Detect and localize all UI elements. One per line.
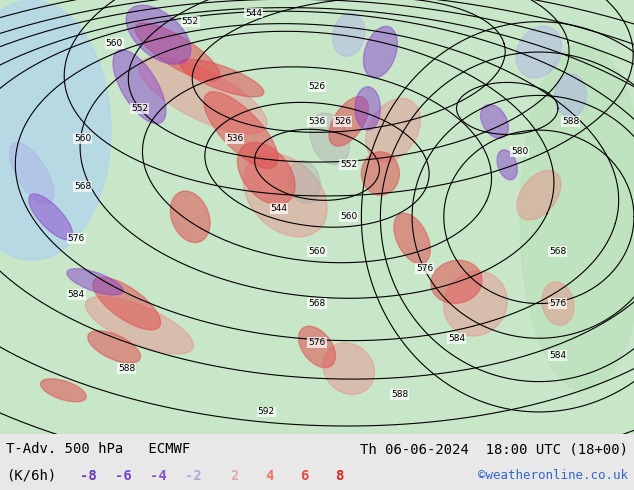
Text: 584: 584: [67, 291, 85, 299]
Text: 6: 6: [300, 469, 309, 483]
Text: 560: 560: [105, 39, 123, 48]
Ellipse shape: [361, 152, 399, 195]
Text: 560: 560: [308, 247, 326, 256]
Text: 584: 584: [549, 351, 567, 360]
Text: 536: 536: [308, 117, 326, 126]
Text: 8: 8: [335, 469, 344, 483]
Ellipse shape: [329, 97, 368, 146]
Ellipse shape: [497, 150, 517, 180]
Ellipse shape: [204, 92, 278, 169]
Text: (K/6h): (K/6h): [6, 469, 56, 483]
Text: 592: 592: [257, 408, 275, 416]
Ellipse shape: [355, 87, 380, 130]
Text: 576: 576: [416, 265, 434, 273]
Text: 576: 576: [549, 299, 567, 308]
Ellipse shape: [517, 171, 561, 220]
Ellipse shape: [481, 104, 508, 138]
Text: 2: 2: [230, 469, 239, 483]
Text: 568: 568: [74, 182, 91, 191]
Text: 576: 576: [67, 234, 85, 243]
Ellipse shape: [243, 153, 327, 237]
Ellipse shape: [126, 5, 191, 64]
Text: 526: 526: [333, 117, 351, 126]
Ellipse shape: [333, 13, 365, 56]
Text: Th 06-06-2024  18:00 UTC (18+00): Th 06-06-2024 18:00 UTC (18+00): [359, 442, 628, 456]
Ellipse shape: [516, 26, 562, 78]
Ellipse shape: [366, 98, 420, 162]
Ellipse shape: [29, 194, 73, 240]
Text: 552: 552: [131, 104, 148, 113]
Text: 584: 584: [448, 334, 465, 343]
Ellipse shape: [171, 191, 210, 243]
Text: 560: 560: [340, 212, 358, 221]
Text: -4: -4: [150, 469, 167, 483]
Ellipse shape: [542, 282, 574, 325]
Text: 576: 576: [308, 338, 326, 347]
Ellipse shape: [113, 50, 166, 123]
Text: 560: 560: [74, 134, 91, 143]
Text: -6: -6: [115, 469, 132, 483]
Ellipse shape: [67, 269, 123, 295]
Ellipse shape: [237, 142, 295, 205]
Text: 536: 536: [226, 134, 243, 143]
Text: -8: -8: [81, 469, 97, 483]
Text: 588: 588: [562, 117, 579, 126]
Ellipse shape: [555, 74, 586, 117]
Text: ©weatheronline.co.uk: ©weatheronline.co.uk: [477, 469, 628, 483]
Ellipse shape: [87, 331, 141, 363]
Text: 588: 588: [391, 390, 408, 399]
Ellipse shape: [135, 23, 220, 81]
Ellipse shape: [41, 379, 86, 402]
Ellipse shape: [394, 213, 430, 264]
Text: 568: 568: [308, 299, 326, 308]
Text: 544: 544: [271, 204, 287, 213]
Text: 552: 552: [181, 17, 199, 26]
Ellipse shape: [444, 271, 507, 336]
Ellipse shape: [431, 260, 482, 303]
Ellipse shape: [520, 44, 634, 391]
Ellipse shape: [310, 113, 349, 165]
Ellipse shape: [10, 143, 54, 204]
Ellipse shape: [288, 161, 320, 204]
Text: 580: 580: [511, 147, 529, 156]
Text: 4: 4: [265, 469, 274, 483]
Ellipse shape: [323, 343, 375, 394]
Ellipse shape: [363, 26, 398, 78]
Ellipse shape: [93, 277, 160, 330]
Text: 552: 552: [340, 160, 358, 169]
Text: 568: 568: [549, 247, 567, 256]
Text: 588: 588: [118, 364, 136, 373]
Text: T-Adv. 500 hPa   ECMWF: T-Adv. 500 hPa ECMWF: [6, 442, 191, 456]
Ellipse shape: [0, 0, 111, 260]
Ellipse shape: [180, 59, 264, 97]
Ellipse shape: [86, 296, 193, 354]
Ellipse shape: [139, 57, 267, 134]
Text: 526: 526: [308, 82, 326, 91]
Text: 544: 544: [245, 8, 262, 18]
Text: -2: -2: [185, 469, 202, 483]
Ellipse shape: [299, 326, 335, 368]
